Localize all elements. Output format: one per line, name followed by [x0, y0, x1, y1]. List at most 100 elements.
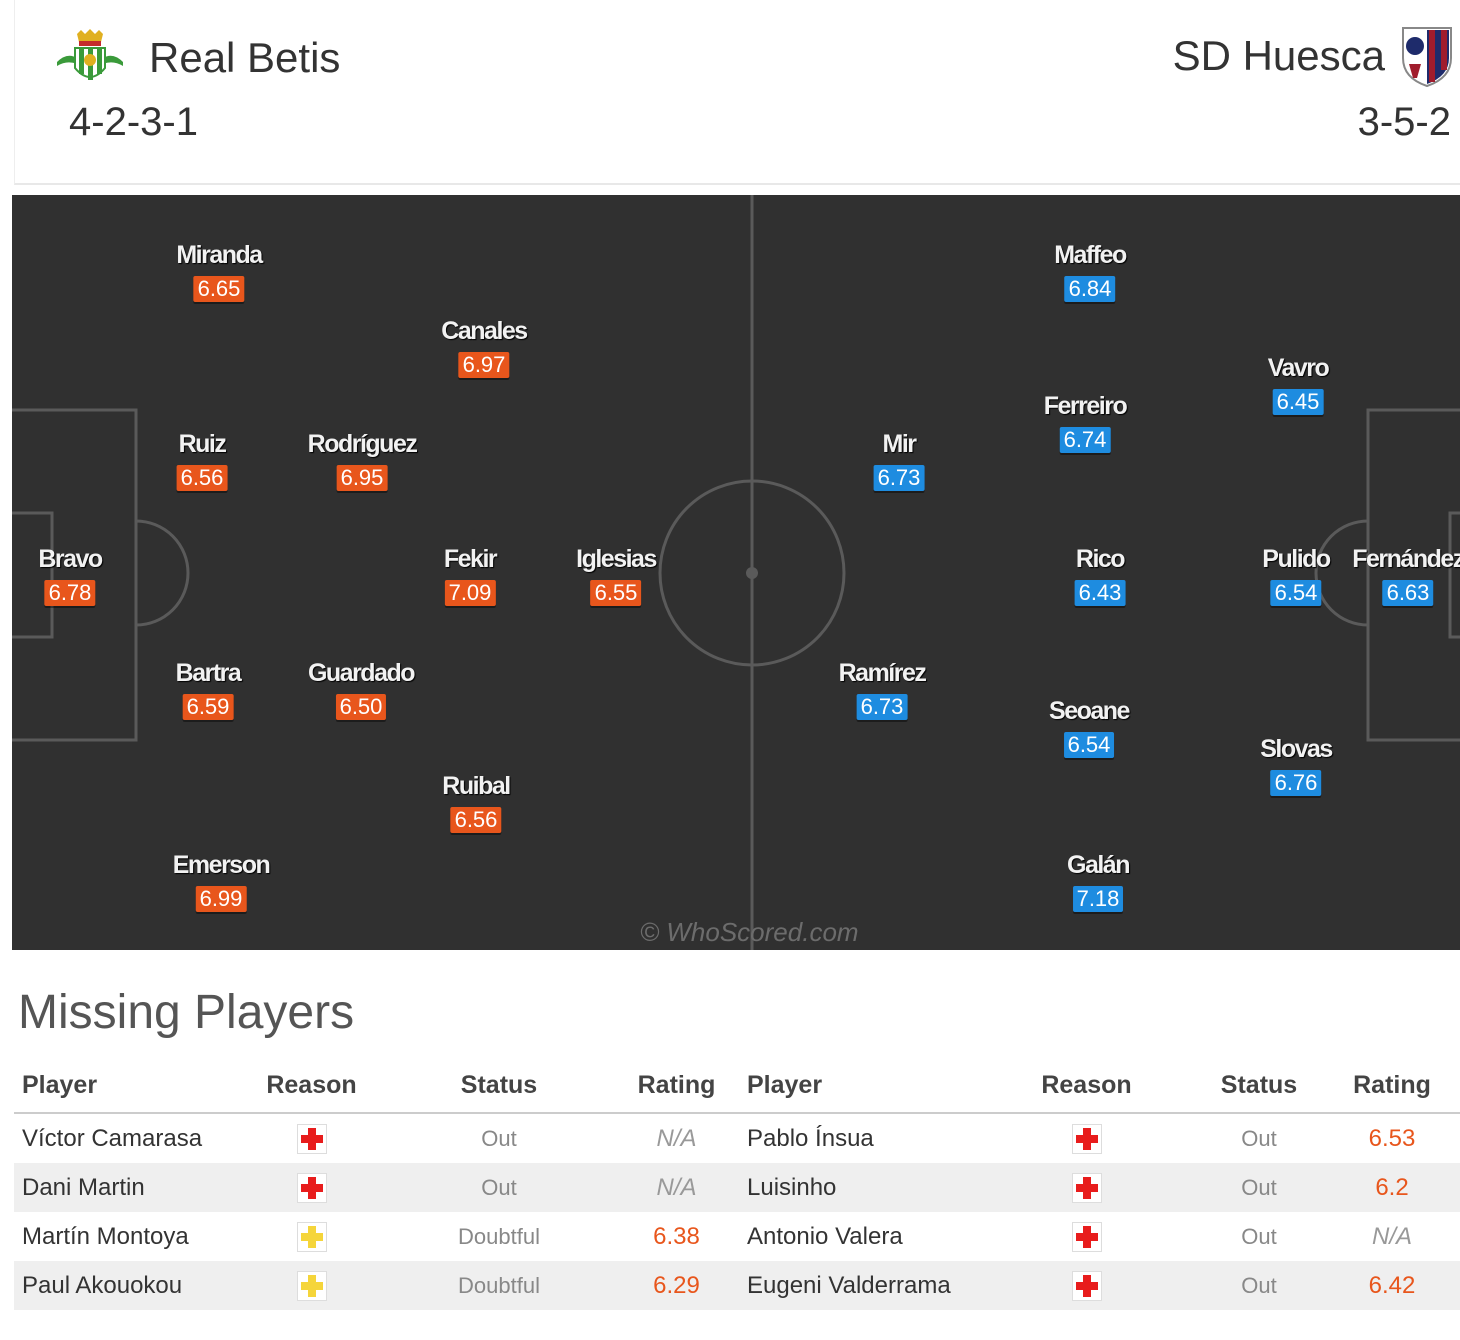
- player-marker[interactable]: Ruiz 6.56: [176, 429, 228, 491]
- player-marker[interactable]: Ramírez 6.73: [838, 658, 927, 720]
- player-rating: 6.65: [193, 276, 245, 302]
- real-betis-crest-icon: [57, 29, 123, 80]
- missing-players-table: Player Reason Status Rating Player Reaso…: [14, 1058, 1460, 1310]
- home-team-name[interactable]: Real Betis: [149, 34, 341, 81]
- table-header: Player Reason Status Rating Player Reaso…: [14, 1058, 1460, 1114]
- player-marker[interactable]: Iglesias 6.55: [576, 544, 657, 606]
- rating-value: N/A: [1371, 1222, 1412, 1250]
- player-marker[interactable]: Seoane 6.54: [1049, 696, 1130, 758]
- away-team-name[interactable]: SD Huesca: [1172, 32, 1385, 79]
- player-marker[interactable]: Maffeo 6.84: [1054, 240, 1127, 302]
- player-marker[interactable]: Ferreiro 6.74: [1043, 391, 1128, 453]
- player-marker[interactable]: Ruibal 6.56: [442, 771, 511, 833]
- status-text: Out: [1241, 1223, 1277, 1249]
- column-header[interactable]: Status: [384, 1058, 614, 1114]
- away-team[interactable]: SD Huesca: [1173, 24, 1455, 88]
- player-link[interactable]: Paul Akouokou: [14, 1261, 239, 1310]
- player-link[interactable]: Dani Martin: [14, 1163, 239, 1212]
- table-row: Víctor Camarasa Out N/A Pablo Ínsua Out …: [14, 1113, 1460, 1163]
- player-rating: 6.56: [176, 465, 228, 491]
- player-marker[interactable]: Rico 6.43: [1074, 544, 1126, 606]
- away-formation: 3-5-2: [1357, 100, 1451, 144]
- player-name: Fekir: [443, 545, 498, 573]
- rating-value: 6.2: [1324, 1163, 1460, 1212]
- player-rating: 6.63: [1382, 580, 1434, 606]
- player-rating: 6.55: [590, 580, 642, 606]
- player-rating: 6.43: [1074, 580, 1126, 606]
- player-marker[interactable]: Mir 6.73: [873, 429, 925, 491]
- player-marker[interactable]: Guardado 6.50: [307, 658, 416, 720]
- player-marker[interactable]: Fekir 7.09: [443, 544, 498, 606]
- player-name: Rico: [1075, 545, 1126, 573]
- column-header[interactable]: Player: [14, 1058, 239, 1114]
- status-text: Doubtful: [458, 1223, 540, 1249]
- player-marker[interactable]: Miranda 6.65: [176, 240, 263, 302]
- player-name: Slovas: [1260, 735, 1333, 763]
- player-name: Emerson: [172, 851, 271, 879]
- doubtful-icon: [296, 1270, 327, 1301]
- player-name: Guardado: [307, 659, 416, 687]
- player-marker[interactable]: Pulido 6.54: [1262, 544, 1331, 606]
- doubtful-icon: [296, 1221, 327, 1252]
- player-marker[interactable]: Rodríguez 6.95: [308, 429, 418, 491]
- table-row: Martín Montoya Doubtful 6.38 Antonio Val…: [14, 1212, 1460, 1261]
- player-name: Bartra: [175, 659, 242, 687]
- player-name: Maffeo: [1054, 241, 1127, 269]
- player-name: Ruiz: [178, 430, 227, 458]
- player-link[interactable]: Antonio Valera: [747, 1222, 903, 1250]
- player-link[interactable]: Luisinho: [739, 1163, 979, 1212]
- player-name: Ferreiro: [1043, 392, 1128, 420]
- player-name: Pulido: [1262, 545, 1331, 573]
- column-header[interactable]: Rating: [1324, 1058, 1460, 1114]
- player-marker[interactable]: Slovas 6.76: [1260, 734, 1333, 796]
- injury-icon: [296, 1172, 327, 1203]
- player-link[interactable]: Eugeni Valderrama: [739, 1261, 979, 1310]
- player-rating: 6.54: [1063, 732, 1115, 758]
- player-rating: 6.95: [336, 465, 388, 491]
- table-row: Dani Martin Out N/A Luisinho Out 6.2: [14, 1163, 1460, 1212]
- player-name: Iglesias: [576, 545, 657, 573]
- rating-value: 6.38: [653, 1222, 700, 1250]
- missing-players-title: Missing Players: [18, 986, 355, 1039]
- player-name: Ruibal: [442, 772, 511, 800]
- player-marker[interactable]: Galán 7.18: [1067, 850, 1130, 912]
- rating-value: N/A: [656, 1124, 697, 1152]
- lineup-pitch: Miranda 6.65 Canales 6.97 Ruiz 6.56 Rodr…: [12, 195, 1460, 950]
- player-marker[interactable]: Bravo 6.78: [38, 544, 103, 606]
- player-name: Mir: [882, 430, 916, 458]
- player-marker[interactable]: Vavro 6.45: [1267, 353, 1330, 415]
- injury-icon: [1071, 1123, 1102, 1154]
- player-name: Ramírez: [838, 659, 927, 687]
- column-header[interactable]: Rating: [614, 1058, 739, 1114]
- player-rating: 6.99: [195, 886, 247, 912]
- player-marker[interactable]: Fernández 6.63: [1352, 544, 1460, 606]
- player-marker[interactable]: Bartra 6.59: [175, 658, 242, 720]
- player-rating: 6.78: [44, 580, 96, 606]
- match-header: Real Betis 4-2-3-1 SD Huesca 3-5-2: [14, 0, 1460, 185]
- player-name: Miranda: [176, 241, 263, 269]
- column-header[interactable]: Reason: [239, 1058, 384, 1114]
- status-text: Out: [481, 1125, 517, 1151]
- home-team[interactable]: Real Betis: [55, 28, 340, 88]
- status-text: Out: [1194, 1261, 1324, 1310]
- player-name: Seoane: [1049, 697, 1130, 725]
- column-header[interactable]: Status: [1194, 1058, 1324, 1114]
- player-rating: 6.45: [1272, 389, 1324, 415]
- column-header[interactable]: Reason: [979, 1058, 1194, 1114]
- player-name: Galán: [1067, 851, 1130, 879]
- player-link[interactable]: Víctor Camarasa: [22, 1124, 203, 1152]
- player-rating: 6.73: [873, 465, 925, 491]
- player-rating: 6.59: [182, 694, 234, 720]
- player-link[interactable]: Pablo Ínsua: [747, 1124, 874, 1152]
- sd-huesca-crest-icon: [1402, 27, 1452, 88]
- player-link[interactable]: Martín Montoya: [22, 1222, 189, 1250]
- injury-icon: [1071, 1172, 1102, 1203]
- player-marker[interactable]: Emerson 6.99: [172, 850, 271, 912]
- table-row: Paul Akouokou Doubtful 6.29 Eugeni Valde…: [14, 1261, 1460, 1310]
- player-name: Vavro: [1267, 354, 1330, 382]
- player-marker[interactable]: Canales 6.97: [441, 316, 528, 378]
- player-rating: 7.09: [444, 580, 496, 606]
- status-text: Out: [1194, 1163, 1324, 1212]
- player-rating: 6.54: [1270, 580, 1322, 606]
- column-header[interactable]: Player: [739, 1058, 979, 1114]
